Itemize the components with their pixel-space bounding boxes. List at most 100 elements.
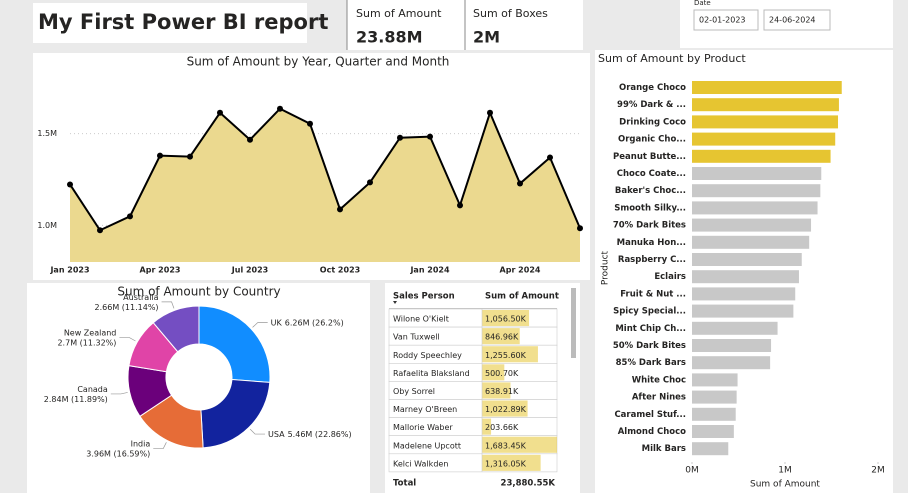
point — [217, 109, 223, 116]
date-input[interactable] — [693, 9, 759, 31]
slice-value: 6.26M (26.2%) — [285, 318, 344, 327]
bar — [692, 132, 836, 146]
point — [367, 179, 373, 186]
slice-name: USA — [268, 430, 285, 439]
total-value: 23,880.55K — [501, 479, 556, 489]
data-bar — [482, 364, 505, 381]
bar — [692, 184, 821, 198]
cell: Marney O'Breen — [393, 405, 457, 414]
bar — [692, 81, 842, 94]
data-bar — [482, 328, 520, 345]
point — [517, 180, 523, 187]
bar — [692, 425, 734, 438]
y-tick-label: 50% Dark Bites — [613, 341, 686, 351]
leader-line — [110, 392, 128, 395]
data-bar — [482, 400, 528, 417]
x-tick-label: Oct 2023 — [320, 266, 360, 275]
slice-name: Australia — [123, 292, 158, 301]
cell: 203.66K — [485, 423, 519, 432]
y-tick-label: Almond Choco — [618, 427, 686, 437]
cell: 1,316.05K — [485, 459, 527, 468]
point — [547, 154, 553, 161]
bar — [692, 287, 796, 301]
date-end[interactable]: 24-06-2024 — [769, 16, 816, 25]
chart-title: Sum of Amount by Product — [598, 52, 746, 65]
cell: Mallorie Waber — [393, 423, 453, 432]
x-tick-label: 1M — [778, 466, 792, 476]
y-tick-label: 99% Dark & ... — [617, 100, 686, 110]
bar — [692, 373, 738, 387]
scrollbar[interactable] — [571, 288, 576, 358]
data-bar — [482, 454, 541, 471]
card-value: 2M — [473, 28, 500, 47]
slice-value: 2.7M (11.32%) — [57, 338, 116, 347]
cell: Oby Sorrel — [393, 387, 435, 396]
point — [247, 136, 253, 143]
y-tick-label: 85% Dark Bars — [616, 358, 686, 368]
slice-name: India — [131, 439, 151, 448]
bar — [692, 321, 778, 335]
x-tick-label: Jan 2023 — [49, 266, 89, 275]
date-start[interactable]: 02-01-2023 — [699, 16, 746, 25]
slice-value: 5.46M (22.86%) — [288, 430, 352, 439]
point — [187, 153, 193, 160]
x-tick-label: 2M — [871, 466, 885, 476]
cell: 1,056.50K — [485, 315, 527, 324]
y-tick-label: Caramel Stuf... — [614, 410, 686, 420]
y-tick-label: Raspberry C... — [618, 255, 686, 265]
point — [577, 225, 583, 232]
y-tick-label: 1.5M — [37, 129, 57, 138]
data-bar — [482, 436, 557, 453]
bar — [692, 407, 736, 421]
y-tick-label: 1.0M — [37, 221, 57, 230]
x-tick-label: 0M — [685, 466, 699, 476]
chart-title: Sum of Amount by Country — [117, 285, 280, 299]
cell: 638.91K — [485, 387, 519, 396]
slice-value: 2.66M (11.14%) — [95, 302, 159, 311]
x-axis-title: Sum of Amount — [750, 480, 820, 490]
leader-line — [153, 442, 167, 449]
date-input[interactable] — [763, 9, 831, 31]
y-tick-label: Fruit & Nut ... — [620, 289, 686, 299]
date-label: Date — [694, 0, 711, 7]
point — [457, 202, 463, 209]
cell: 500.70K — [485, 369, 519, 378]
y-tick-label: Eclairs — [654, 272, 686, 282]
leader-line — [249, 428, 266, 435]
slice-value: 2.84M (11.89%) — [44, 394, 108, 403]
y-axis-title: Product — [601, 250, 611, 285]
y-tick-label: Choco Coate... — [617, 169, 686, 179]
bar — [692, 201, 818, 215]
y-tick-label: White Choc — [632, 375, 686, 385]
column-header: Sum of Amount — [485, 292, 559, 302]
card-value: 23.88M — [356, 28, 423, 47]
cell: 1,022.89K — [485, 405, 527, 414]
bar — [692, 98, 839, 112]
y-tick-label: Drinking Coco — [619, 117, 686, 127]
total-label: Total — [393, 479, 416, 489]
cell: 1,255.60K — [485, 351, 527, 360]
bar — [692, 167, 822, 180]
y-tick-label: Organic Cho... — [618, 135, 686, 145]
point — [127, 213, 133, 220]
cell: Kelci Walkden — [393, 459, 448, 468]
bar — [692, 356, 771, 370]
cell: Wilone O'Kielt — [393, 315, 449, 324]
data-bar — [482, 418, 492, 435]
report-title: My First Power BI report — [38, 10, 328, 34]
cell: Roddy Speechley — [393, 351, 462, 360]
bar — [692, 390, 737, 404]
chart-title: Sum of Amount by Year, Quarter and Month — [187, 55, 450, 69]
card-label: Sum of Boxes — [473, 7, 548, 20]
bar — [692, 149, 831, 163]
point — [487, 109, 493, 116]
y-tick-label: After Nines — [632, 393, 686, 403]
bar — [692, 270, 799, 284]
cell: Madelene Upcott — [393, 441, 461, 450]
title-panel — [33, 3, 307, 43]
point — [277, 105, 283, 112]
cell: Rafaelita Blaksland — [393, 369, 470, 378]
slice-name: New Zealand — [64, 328, 117, 337]
